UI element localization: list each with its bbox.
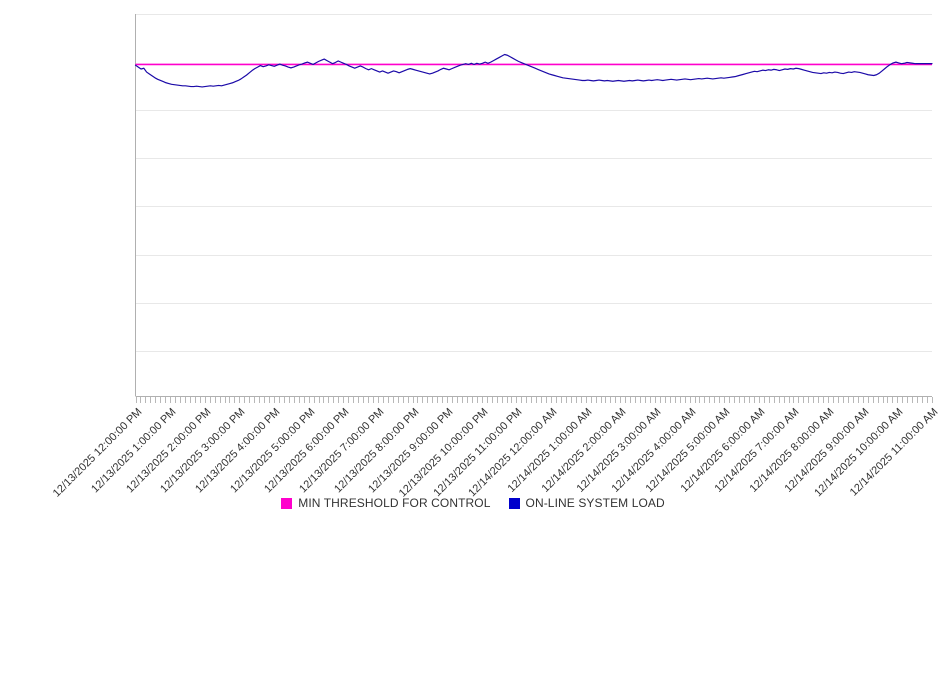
legend-item-on-line-system-load[interactable]: ON-LINE SYSTEM LOAD: [508, 496, 665, 510]
series-on-line-system-load: [134, 53, 933, 88]
chart-plot-area: [134, 14, 933, 403]
axis-lines: [135, 14, 932, 397]
legend-label: ON-LINE SYSTEM LOAD: [525, 496, 665, 510]
legend-item-min-threshold-for-control[interactable]: MIN THRESHOLD FOR CONTROL: [281, 496, 490, 510]
legend-label: MIN THRESHOLD FOR CONTROL: [298, 496, 491, 510]
line-chart: 12/13/2025 12:00:00 PM 12/13/2025 1:00:00…: [0, 14, 946, 510]
legend-swatch-icon: [508, 497, 520, 509]
chart-legend: MIN THRESHOLD FOR CONTROL ON-LINE SYSTEM…: [0, 496, 946, 510]
x-axis-minor-ticks: [136, 397, 933, 403]
gridlines: [135, 14, 932, 352]
legend-swatch-icon: [281, 497, 293, 509]
